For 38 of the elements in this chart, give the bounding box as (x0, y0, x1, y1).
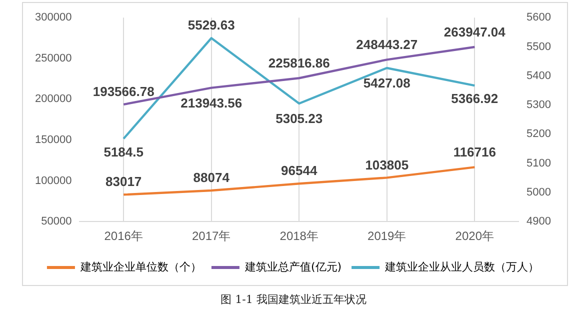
x-tick-label: 2016年 (104, 229, 143, 244)
y2-tick-label: 5400 (526, 70, 552, 82)
data-label: 248443.27 (356, 37, 418, 52)
data-label: 96544 (281, 163, 318, 178)
data-label: 193566.78 (92, 84, 154, 100)
legend-label: 建筑业企业从业人员数（万人） (384, 260, 540, 274)
data-label: 263947.04 (444, 24, 506, 40)
data-label: 5427.08 (363, 76, 410, 91)
y2-tick-label: 4900 (526, 216, 552, 228)
y2-tick-label: 5600 (526, 12, 552, 24)
data-label: 5305.23 (276, 111, 323, 126)
y-tick-label: 300000 (34, 12, 72, 24)
data-label: 5366.92 (451, 91, 498, 106)
data-label: 213943.56 (180, 95, 242, 110)
y2-tick-label: 5300 (526, 99, 552, 112)
caption: 图 1-1 我国建筑业近五年状况 (220, 292, 368, 307)
data-label: 83017 (106, 174, 142, 190)
data-label: 88074 (193, 170, 230, 186)
data-label: 5529.63 (188, 18, 235, 33)
y2-tick-label: 5000 (526, 186, 552, 198)
x-tick-label: 2017年 (192, 229, 231, 244)
x-tick-label: 2019年 (368, 229, 406, 244)
y2-tick-label: 5500 (526, 40, 552, 53)
y-tick-label: 50000 (41, 216, 72, 228)
y-tick-label: 200000 (34, 93, 72, 106)
y-tick-label: 150000 (34, 134, 72, 146)
y-tick-label: 100000 (34, 174, 72, 187)
x-tick-label: 2020年 (455, 229, 494, 244)
legend-label: 建筑业总产值(亿元) (244, 260, 342, 274)
data-label: 225816.86 (268, 56, 330, 71)
y-tick-label: 250000 (34, 52, 72, 64)
data-label: 116716 (453, 144, 496, 160)
x-tick-label: 2018年 (280, 229, 318, 244)
data-label: 103805 (365, 157, 409, 172)
data-label: 5184.5 (104, 144, 144, 160)
y2-tick-label: 5200 (526, 128, 552, 140)
legend-label: 建筑业企业单位数（个） (79, 260, 202, 274)
y2-tick-label: 5100 (526, 157, 552, 170)
